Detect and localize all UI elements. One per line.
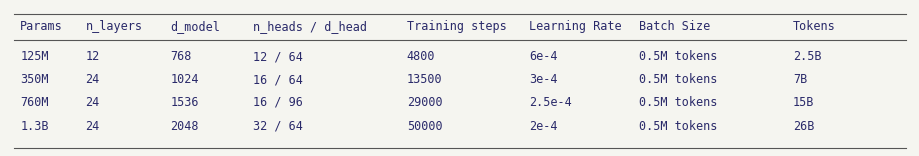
Text: Tokens: Tokens: [792, 20, 834, 33]
Text: 12 / 64: 12 / 64: [253, 50, 302, 63]
Text: 12: 12: [85, 50, 99, 63]
Text: 350M: 350M: [20, 73, 49, 86]
Text: Learning Rate: Learning Rate: [528, 20, 621, 33]
Text: 24: 24: [85, 120, 99, 133]
Text: 16 / 96: 16 / 96: [253, 96, 302, 109]
Text: 6e-4: 6e-4: [528, 50, 557, 63]
Text: 32 / 64: 32 / 64: [253, 120, 302, 133]
Text: 24: 24: [85, 96, 99, 109]
Text: 7B: 7B: [792, 73, 806, 86]
Text: 2.5B: 2.5B: [792, 50, 821, 63]
Text: 1024: 1024: [170, 73, 199, 86]
Text: 4800: 4800: [406, 50, 435, 63]
Text: 3e-4: 3e-4: [528, 73, 557, 86]
Text: 50000: 50000: [406, 120, 442, 133]
Text: 2048: 2048: [170, 120, 199, 133]
Text: Params: Params: [20, 20, 62, 33]
Text: 0.5M tokens: 0.5M tokens: [639, 120, 717, 133]
Text: Batch Size: Batch Size: [639, 20, 709, 33]
Text: 0.5M tokens: 0.5M tokens: [639, 73, 717, 86]
Text: 24: 24: [85, 73, 99, 86]
Text: n_layers: n_layers: [85, 20, 142, 33]
Text: 29000: 29000: [406, 96, 442, 109]
Text: 1536: 1536: [170, 96, 199, 109]
Text: 0.5M tokens: 0.5M tokens: [639, 96, 717, 109]
Text: 768: 768: [170, 50, 191, 63]
Text: 15B: 15B: [792, 96, 813, 109]
Text: Training steps: Training steps: [406, 20, 505, 33]
Text: 2.5e-4: 2.5e-4: [528, 96, 571, 109]
Text: n_heads / d_head: n_heads / d_head: [253, 20, 367, 33]
Text: d_model: d_model: [170, 20, 220, 33]
Text: 16 / 64: 16 / 64: [253, 73, 302, 86]
Text: 13500: 13500: [406, 73, 442, 86]
Text: 26B: 26B: [792, 120, 813, 133]
Text: 1.3B: 1.3B: [20, 120, 49, 133]
Text: 0.5M tokens: 0.5M tokens: [639, 50, 717, 63]
Text: 2e-4: 2e-4: [528, 120, 557, 133]
Text: 125M: 125M: [20, 50, 49, 63]
Text: 760M: 760M: [20, 96, 49, 109]
